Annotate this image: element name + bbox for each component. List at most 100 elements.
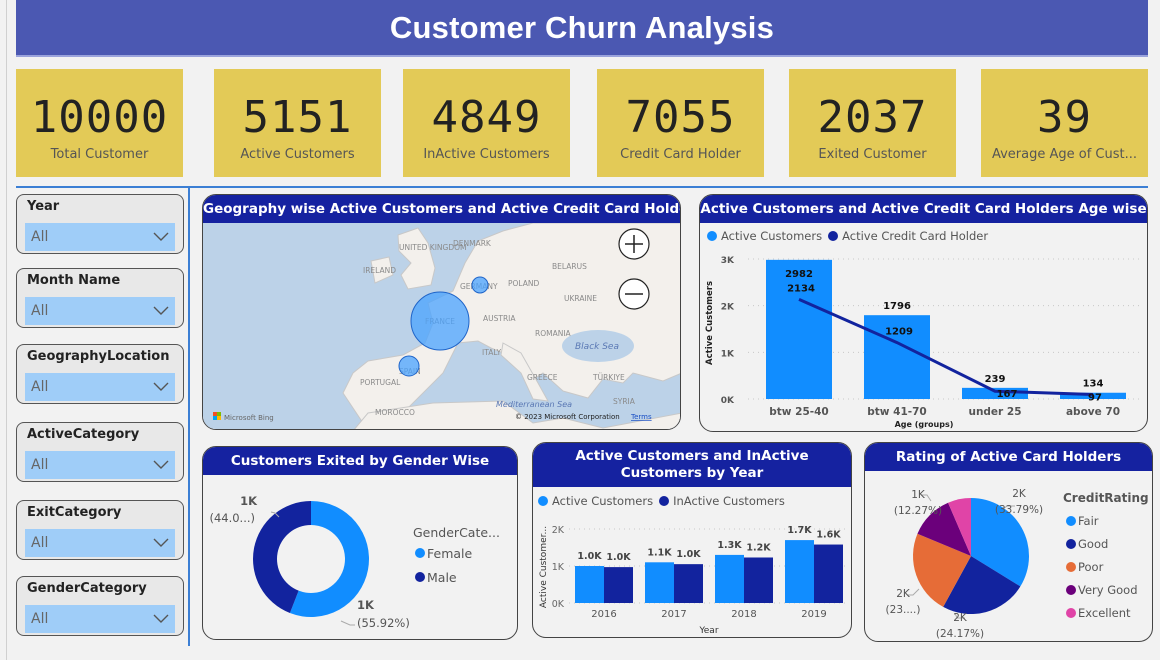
pie-slice-very-good[interactable] bbox=[917, 502, 971, 556]
x-tick-label: 2019 bbox=[801, 609, 826, 620]
slicer-active-category: ActiveCategory All bbox=[16, 422, 184, 482]
legend-label[interactable]: Active Customers bbox=[552, 494, 654, 508]
chevron-down-icon bbox=[153, 614, 169, 623]
map-label-syria: SYRIA bbox=[613, 397, 636, 406]
line-data-label: 2134 bbox=[787, 283, 815, 294]
zoom-in-button[interactable] bbox=[618, 228, 650, 260]
bar-inactive-customers[interactable] bbox=[814, 544, 843, 603]
slicer-gender-category: GenderCategory All bbox=[16, 576, 184, 636]
leader-line bbox=[340, 620, 355, 626]
donut-slice-female[interactable] bbox=[289, 501, 369, 617]
bar-inactive-customers[interactable] bbox=[674, 564, 703, 603]
x-tick-label: above 70 bbox=[1066, 406, 1120, 418]
legend-label[interactable]: Active Customers bbox=[721, 229, 823, 243]
x-tick-label: under 25 bbox=[968, 406, 1021, 418]
year-y-axis-title: Active Customer... bbox=[539, 526, 549, 608]
legend-label[interactable]: Fair bbox=[1078, 514, 1099, 528]
slicer-title: GeographyLocation bbox=[27, 349, 170, 364]
map-label-greece: GREECE bbox=[527, 373, 558, 382]
map-label-poland: POLAND bbox=[508, 279, 540, 288]
slicer-geography-location: GeographyLocation All bbox=[16, 344, 184, 404]
map-label-belarus: BELARUS bbox=[552, 262, 587, 271]
legend-label[interactable]: Very Good bbox=[1078, 583, 1138, 597]
land-uk bbox=[397, 227, 436, 290]
rating-chart-plot: CreditRating Fair Good Poor Very Good Excell… bbox=[886, 488, 1149, 640]
bar-data-label: 1.3K bbox=[717, 540, 742, 551]
pie-slice-poor[interactable] bbox=[913, 533, 971, 607]
map-label-italy: ITALY bbox=[482, 348, 502, 357]
line-credit-card-holder[interactable] bbox=[798, 298, 1094, 396]
bar-data-label: 1.0K bbox=[577, 551, 602, 562]
slicer-dropdown[interactable]: All bbox=[25, 529, 175, 557]
zoom-out-button[interactable] bbox=[618, 278, 650, 310]
legend-dot bbox=[1066, 516, 1076, 526]
map-terms-link[interactable]: Terms bbox=[630, 413, 652, 421]
legend-dot-male bbox=[415, 572, 425, 582]
bar-active-customers[interactable] bbox=[962, 387, 1028, 399]
age-chart-card: Active Customers and Active Credit Card … bbox=[699, 194, 1148, 432]
y-tick-label: 0K bbox=[721, 396, 735, 406]
rating-chart-card: Rating of Active Card Holders CreditRati… bbox=[864, 442, 1153, 642]
slice-pct-label: (33.79%) bbox=[995, 504, 1043, 516]
legend-dot bbox=[1066, 585, 1076, 595]
slice-value-label: 2K bbox=[896, 588, 911, 600]
year-x-axis-title: Year bbox=[698, 626, 718, 636]
legend-label[interactable]: InActive Customers bbox=[673, 494, 785, 508]
slicer-dropdown[interactable]: All bbox=[25, 451, 175, 479]
slicer-value: All bbox=[31, 535, 49, 551]
legend-label-male[interactable]: Male bbox=[427, 570, 457, 585]
slice-value-label: 1K bbox=[240, 494, 258, 508]
bar-active-customers[interactable] bbox=[785, 540, 814, 603]
age-chart-plot: Active Customers Age (groups) 0K 1K 2K 3K bt… bbox=[705, 256, 1140, 429]
pie-slice-excellent[interactable] bbox=[948, 498, 971, 556]
slicer-dropdown[interactable]: All bbox=[25, 605, 175, 633]
slicer-exit-category: ExitCategory All bbox=[16, 500, 184, 560]
y-tick-label: 1K bbox=[552, 562, 565, 573]
bar-inactive-customers[interactable] bbox=[604, 567, 633, 603]
map-label-ireland: IRELAND bbox=[363, 266, 396, 275]
bar-active-customers[interactable] bbox=[715, 554, 744, 603]
bar-active-customers[interactable] bbox=[575, 566, 604, 603]
bar-active-customers[interactable] bbox=[645, 562, 674, 603]
legend-label[interactable]: Excellent bbox=[1078, 606, 1131, 620]
donut-slice-male[interactable] bbox=[253, 501, 311, 614]
map-label-morocco: MOROCCO bbox=[375, 408, 415, 417]
x-tick-label: btw 25-40 bbox=[769, 406, 828, 418]
slicer-dropdown[interactable]: All bbox=[25, 223, 175, 251]
map-visual[interactable]: UNITED KINGDOM IRELAND DENMARK BELARUS P… bbox=[203, 223, 681, 430]
section-divider bbox=[16, 186, 1148, 188]
bar-data-label: 1.7K bbox=[787, 525, 812, 536]
kpi-value: 7055 bbox=[625, 92, 736, 143]
legend-label[interactable]: Poor bbox=[1078, 560, 1104, 574]
gender-legend-title: GenderCate... bbox=[413, 525, 500, 540]
legend-label-female[interactable]: Female bbox=[427, 546, 473, 561]
bubble-germany[interactable] bbox=[471, 276, 489, 294]
slice-pct-label: (55.92%) bbox=[357, 616, 410, 630]
chevron-down-icon bbox=[153, 306, 169, 315]
pie-slice-fair[interactable] bbox=[971, 498, 1029, 587]
pie-slice-good[interactable] bbox=[943, 556, 1021, 614]
bar-data-label: 1.6K bbox=[816, 530, 841, 541]
map-label-uk: UNITED KINGDOM bbox=[399, 243, 467, 252]
slice-value-label: 1K bbox=[357, 598, 375, 612]
bubble-france[interactable] bbox=[410, 291, 470, 351]
bar-data-label: 1.2K bbox=[746, 542, 771, 553]
legend-label[interactable]: Good bbox=[1078, 537, 1108, 551]
slicer-year: Year All bbox=[16, 194, 184, 254]
rating-legend-title: CreditRating bbox=[1063, 491, 1149, 505]
bar-inactive-customers[interactable] bbox=[744, 557, 773, 603]
slice-pct-label: (44.0...) bbox=[209, 511, 255, 525]
bar-active-customers[interactable] bbox=[766, 259, 832, 399]
legend-label[interactable]: Active Credit Card Holder bbox=[842, 229, 989, 243]
line-data-label: 167 bbox=[997, 389, 1018, 400]
kpi-credit-card-holder: 7055 Credit Card Holder bbox=[597, 69, 764, 177]
slicer-dropdown[interactable]: All bbox=[25, 297, 175, 325]
kpi-inactive-customers: 4849 InActive Customers bbox=[403, 69, 570, 177]
bubble-spain[interactable] bbox=[398, 355, 420, 377]
legend-dot bbox=[1066, 562, 1076, 572]
slicer-dropdown[interactable]: All bbox=[25, 373, 175, 401]
kpi-value: 2037 bbox=[817, 92, 928, 143]
bar-active-customers[interactable] bbox=[1060, 392, 1126, 399]
bar-active-customers[interactable] bbox=[864, 315, 930, 399]
bar-data-label: 2982 bbox=[785, 269, 813, 280]
